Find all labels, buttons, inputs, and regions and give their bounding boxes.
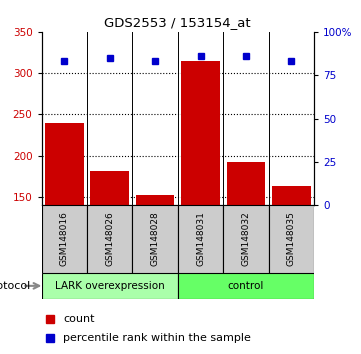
Bar (42, 273, 178, 299)
Bar (132, 205, 178, 273)
Text: count: count (63, 314, 95, 324)
Bar (227, 161, 265, 205)
Text: GSM148035: GSM148035 (287, 211, 296, 267)
Text: GSM148032: GSM148032 (242, 212, 251, 266)
Bar (223, 205, 269, 273)
Text: GSM148028: GSM148028 (151, 212, 160, 266)
Bar (45, 123, 83, 205)
Bar (178, 205, 223, 273)
Text: GSM148031: GSM148031 (196, 211, 205, 267)
Bar (87, 205, 132, 273)
Text: GSM148026: GSM148026 (105, 212, 114, 266)
Bar (42, 205, 87, 273)
Text: LARK overexpression: LARK overexpression (55, 281, 165, 291)
Text: protocol: protocol (0, 281, 31, 291)
Bar (178, 273, 314, 299)
Title: GDS2553 / 153154_at: GDS2553 / 153154_at (104, 16, 251, 29)
Bar (90, 171, 129, 205)
Text: control: control (228, 281, 264, 291)
Bar (136, 195, 174, 205)
Text: GSM148016: GSM148016 (60, 211, 69, 267)
Bar (181, 61, 220, 205)
Bar (272, 186, 311, 205)
Text: percentile rank within the sample: percentile rank within the sample (63, 333, 251, 343)
Bar (269, 205, 314, 273)
